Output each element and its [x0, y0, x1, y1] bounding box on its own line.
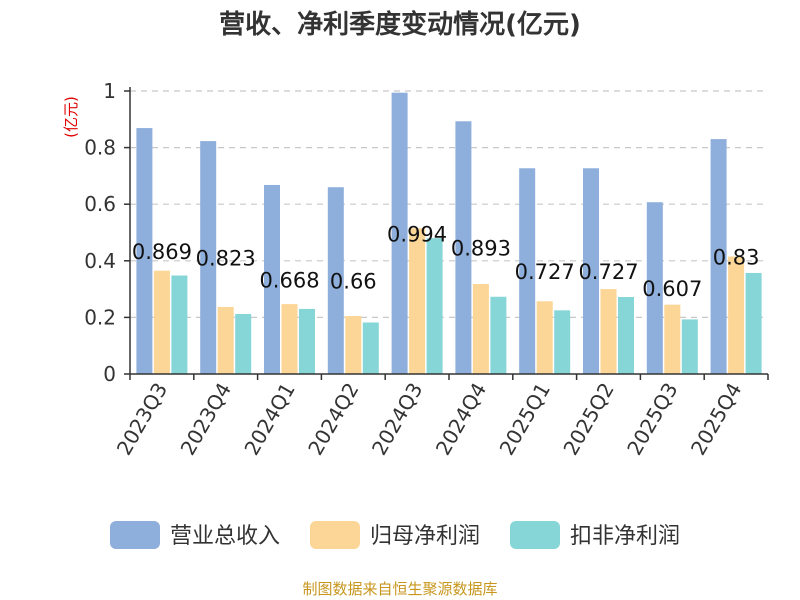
bar-2025Q3-series-1	[664, 304, 681, 374]
bar-2024Q1-series-2	[299, 308, 315, 374]
y-tick-label: 0	[103, 362, 116, 386]
bar-2025Q2-series-1	[600, 289, 617, 374]
bar-2024Q4-series-0	[455, 121, 472, 374]
bar-2025Q2-series-2	[618, 297, 634, 374]
bar-2023Q4-series-1	[217, 306, 234, 374]
legend-label: 归母净利润	[370, 524, 480, 549]
bar-2025Q1-series-2	[554, 310, 571, 374]
bar-2024Q3-series-1	[409, 228, 426, 374]
legend-swatch	[310, 521, 360, 549]
bar-2023Q4-series-0	[200, 141, 217, 374]
data-label-2024Q2: 0.66	[330, 270, 377, 294]
legend-swatch	[510, 521, 560, 549]
bar-2024Q1-series-1	[281, 304, 298, 374]
bar-2023Q3-series-0	[136, 128, 153, 374]
y-tick-label: 0.8	[84, 136, 116, 160]
x-tick-label-2025Q1: 2025Q1	[495, 379, 555, 460]
x-tick-label-2023Q3: 2023Q3	[112, 379, 172, 460]
data-label-2024Q4: 0.893	[451, 237, 511, 261]
x-tick-label-2025Q2: 2025Q2	[558, 379, 618, 460]
bars	[136, 92, 762, 374]
data-label-2025Q4: 0.83	[713, 246, 760, 270]
x-tick-label-2024Q1: 2024Q1	[239, 379, 299, 460]
chart-title: 营收、净利季度变动情况(亿元)	[219, 9, 581, 40]
bar-2025Q4-series-0	[710, 139, 727, 374]
y-tick-label: 0.2	[84, 305, 116, 329]
legend-item-2[interactable]: 扣非净利润	[510, 521, 680, 549]
x-tick-label-2023Q4: 2023Q4	[176, 379, 236, 460]
x-tick-label-2025Q3: 2025Q3	[622, 379, 682, 460]
data-label-2024Q3: 0.994	[387, 222, 447, 246]
y-tick-label: 0.6	[84, 192, 116, 216]
data-label-2023Q3: 0.869	[132, 240, 192, 264]
legend-label: 营业总收入	[170, 524, 280, 549]
bar-2025Q4-series-2	[745, 272, 762, 374]
bar-2024Q2-series-2	[362, 322, 379, 374]
data-label-2025Q2: 0.727	[578, 260, 638, 284]
data-label-2025Q3: 0.607	[642, 277, 702, 301]
bar-2024Q4-series-1	[472, 284, 489, 374]
x-tick-label-2025Q4: 2025Q4	[686, 379, 746, 460]
bar-2024Q2-series-0	[327, 187, 344, 374]
legend-swatch	[110, 521, 160, 549]
bar-2025Q1-series-0	[519, 168, 536, 374]
axes	[124, 87, 769, 380]
data-label-2023Q4: 0.823	[196, 247, 256, 271]
y-tick-labels: 0 0.2 0.4 0.6 0.8 1	[84, 79, 116, 386]
y-axis-label: (亿元)	[62, 96, 80, 138]
source-note: 制图数据来自恒生聚源数据库	[302, 580, 497, 598]
bar-2024Q3-series-0	[391, 92, 408, 374]
x-tick-label-2024Q2: 2024Q2	[303, 379, 363, 460]
y-tick-label: 1	[103, 79, 116, 103]
y-tick-label: 0.4	[84, 249, 116, 273]
data-label-2024Q1: 0.668	[259, 268, 319, 292]
legend: 营业总收入 归母净利润 扣非净利润	[110, 521, 680, 549]
x-tick-labels: 2023Q3 2023Q4 2024Q1 2024Q2 2024Q3 2024Q4 2025…	[112, 379, 747, 460]
bar-2024Q3-series-2	[426, 238, 443, 374]
bar-2025Q1-series-1	[536, 301, 553, 374]
bar-2025Q4-series-1	[728, 256, 745, 374]
x-tick-label-2024Q4: 2024Q4	[431, 379, 491, 460]
bar-2024Q1-series-0	[264, 184, 280, 374]
bar-2025Q2-series-0	[583, 168, 599, 374]
bar-2023Q3-series-2	[171, 275, 188, 374]
x-tick-label-2024Q3: 2024Q3	[367, 379, 427, 460]
bar-2024Q4-series-2	[490, 296, 507, 374]
bar-2025Q3-series-2	[681, 319, 698, 374]
data-label-2025Q1: 0.727	[515, 260, 575, 284]
legend-item-0[interactable]: 营业总收入	[110, 521, 280, 549]
legend-item-1[interactable]: 归母净利润	[310, 521, 480, 549]
bar-2023Q4-series-2	[235, 314, 252, 374]
bar-2023Q3-series-1	[153, 270, 170, 374]
bar-2025Q3-series-0	[646, 202, 663, 374]
legend-label: 扣非净利润	[570, 524, 680, 549]
bar-2024Q2-series-1	[345, 315, 362, 374]
